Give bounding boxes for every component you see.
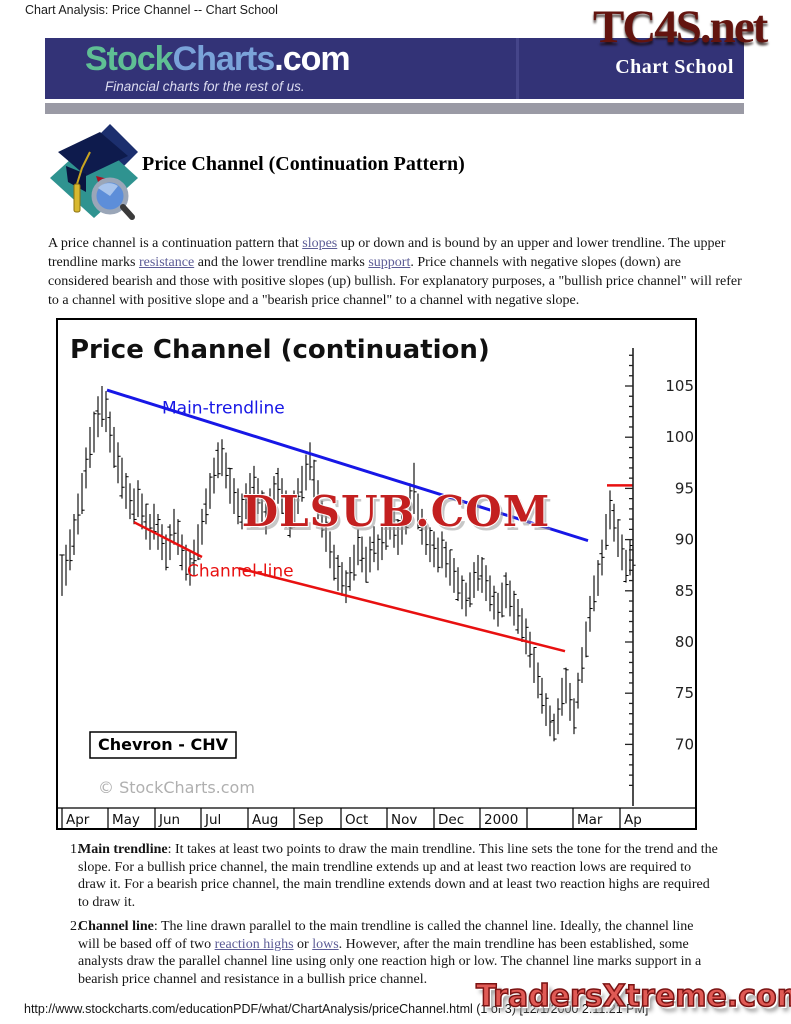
logo-charts: Charts — [172, 40, 276, 78]
list-item-channel-line: 2. Channel line: The line drawn parallel… — [48, 918, 742, 988]
stockcharts-logo[interactable]: StockCharts.com — [85, 40, 351, 79]
svg-text:Channel-line: Channel-line — [187, 561, 294, 581]
print-header-title: Chart Analysis: Price Channel -- Chart S… — [25, 3, 278, 17]
banner-gray-bar — [45, 103, 744, 114]
intro-text: . Price channels with negative slopes (d… — [48, 255, 742, 308]
graduation-cap-icon — [50, 124, 138, 220]
list-number: 1. — [70, 842, 81, 857]
svg-text:May: May — [112, 812, 140, 828]
term-channel-line: Channel line — [78, 919, 154, 934]
svg-text:Nov: Nov — [391, 812, 417, 828]
definition-list: 1. Main trendline: It takes at least two… — [48, 841, 742, 995]
intro-paragraph: A price channel is a continuation patter… — [48, 234, 742, 310]
svg-text:Main-trendline: Main-trendline — [162, 399, 285, 419]
svg-text:75: 75 — [675, 684, 694, 702]
svg-text:105: 105 — [665, 377, 694, 395]
svg-text:100: 100 — [665, 428, 694, 446]
svg-text:DLSUB.COM: DLSUB.COM — [242, 487, 551, 536]
list-item-main-trendline: 1. Main trendline: It takes at least two… — [48, 841, 742, 911]
svg-text:Mar: Mar — [577, 812, 603, 828]
svg-text:Apr: Apr — [66, 812, 90, 828]
svg-text:85: 85 — [675, 582, 694, 600]
svg-text:Jul: Jul — [204, 812, 221, 828]
tc4s-watermark: TC4S.net — [593, 1, 768, 53]
reaction-highs-link[interactable]: reaction highs — [214, 936, 294, 952]
svg-text:Chevron - CHV: Chevron - CHV — [98, 735, 229, 754]
resistance-link[interactable]: resistance — [138, 255, 195, 270]
page-title: Price Channel (Continuation Pattern) — [142, 153, 465, 175]
list-item-text: Channel line: The line drawn parallel to… — [78, 918, 718, 988]
svg-text:2000: 2000 — [484, 812, 518, 828]
svg-text:Ap: Ap — [624, 812, 642, 828]
stockcharts-banner: StockCharts.com Financial charts for the… — [45, 38, 744, 99]
svg-text:Price Channel (continuation): Price Channel (continuation) — [70, 335, 490, 365]
banner-divider — [516, 38, 519, 99]
svg-text:Sep: Sep — [298, 812, 323, 828]
svg-text:DLSUB.COM: DLSUB.COM — [245, 491, 554, 540]
logo-stock: Stock — [85, 40, 174, 78]
logo-com: .com — [274, 40, 350, 78]
logo-tagline: Financial charts for the rest of us. — [105, 79, 305, 94]
banner-section-label: Chart School — [615, 56, 734, 78]
list-item-text: Main trendline: It takes at least two po… — [78, 841, 718, 911]
svg-text:95: 95 — [675, 479, 694, 497]
intro-text: A price channel is a continuation patter… — [48, 236, 303, 251]
item-text: or — [293, 936, 313, 952]
price-chart-svg: Main-trendline Channel-line DLSUB.COMDLSUB… — [58, 335, 695, 828]
svg-text:Dec: Dec — [438, 812, 464, 828]
item-text: : It takes at least two points to draw t… — [78, 842, 718, 910]
svg-text:70: 70 — [675, 735, 694, 753]
lows-link[interactable]: lows — [312, 936, 339, 952]
price-chart: Main-trendline Channel-line DLSUB.COM DLSUB… — [56, 318, 697, 830]
support-link[interactable]: support — [368, 255, 411, 270]
intro-text: up or down and is bound by an upper and … — [48, 236, 726, 270]
svg-text:Oct: Oct — [345, 812, 368, 828]
svg-text:© StockCharts.com: © StockCharts.com — [98, 778, 255, 797]
print-footer-url: http://www.stockcharts.com/educationPDF/… — [24, 1002, 649, 1016]
svg-text:90: 90 — [675, 531, 694, 549]
tradersxtreme-watermark: TradersXtreme.com — [475, 978, 791, 1015]
list-number: 2. — [70, 919, 81, 934]
intro-text: and the lower trendline marks — [194, 255, 369, 270]
term-main-trendline: Main trendline — [78, 842, 168, 857]
slopes-link[interactable]: slopes — [302, 236, 338, 251]
item-text: : The line drawn parallel to the main tr… — [78, 919, 694, 952]
item-text: . However, after the main trendline has … — [78, 936, 702, 987]
chart-school-icon — [48, 122, 140, 226]
svg-text:80: 80 — [675, 633, 694, 651]
svg-text:Jun: Jun — [158, 812, 180, 828]
svg-text:Aug: Aug — [252, 812, 278, 828]
